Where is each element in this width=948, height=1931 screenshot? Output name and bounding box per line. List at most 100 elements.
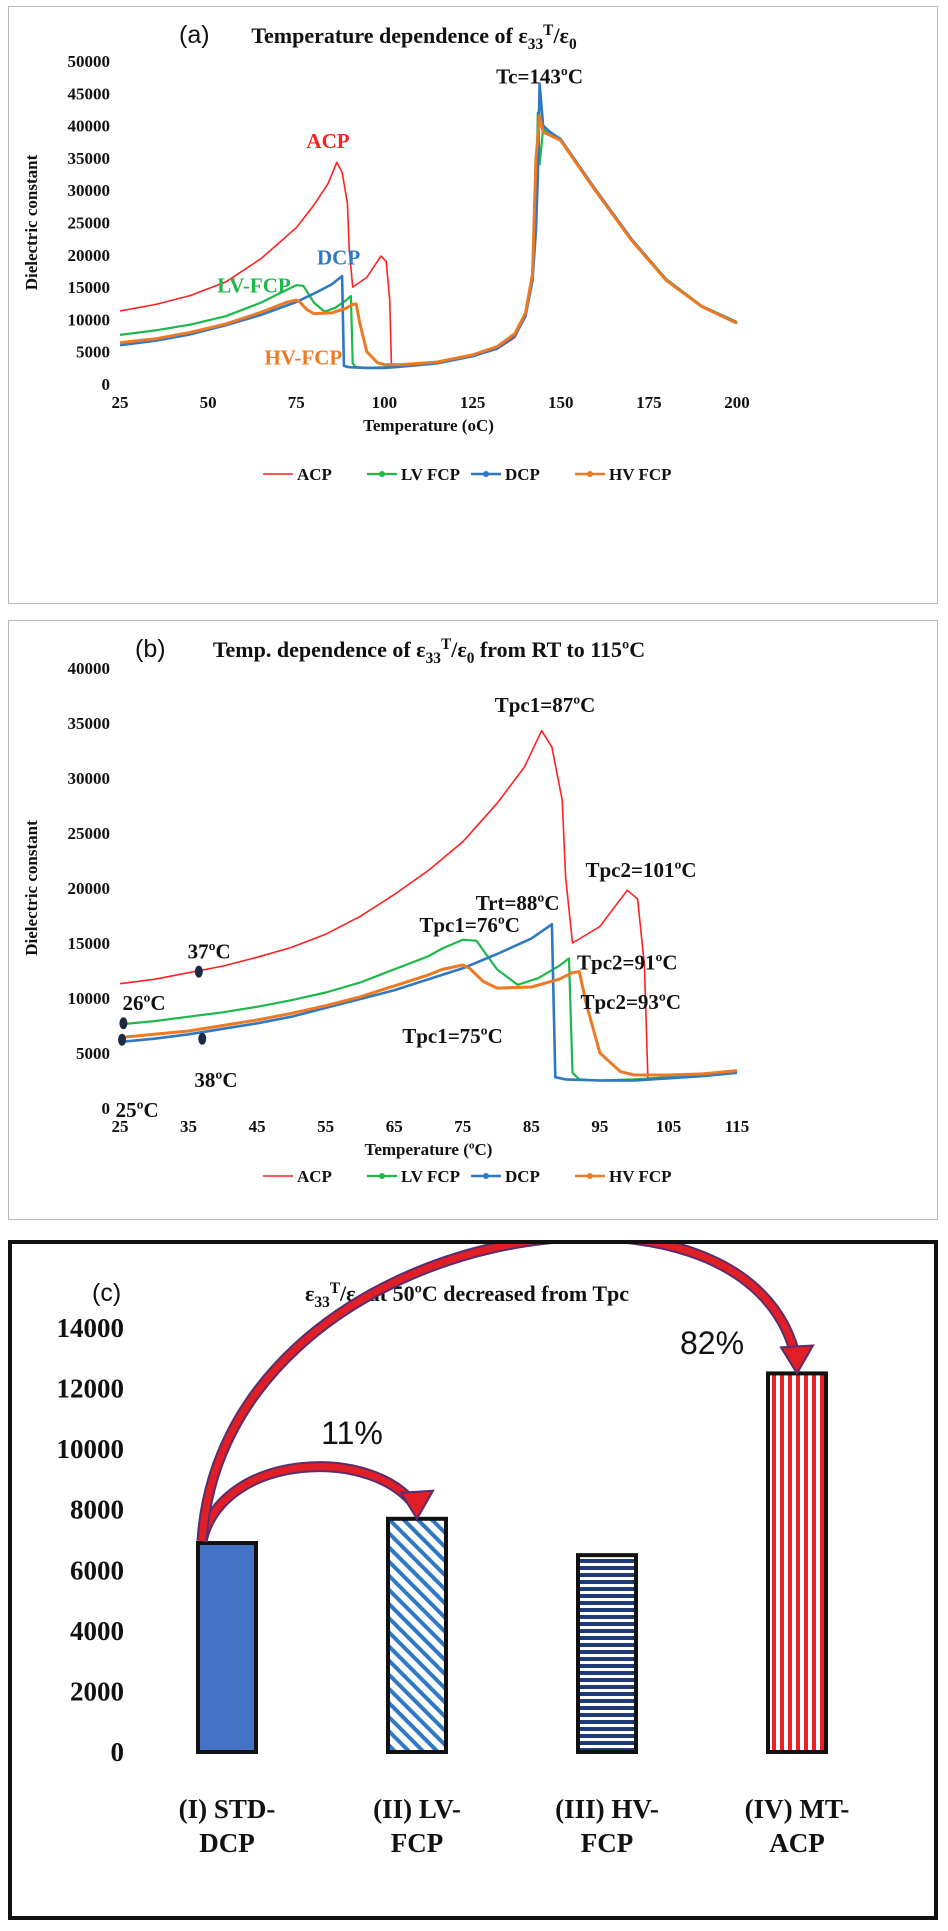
y-tick-label: 25000: [68, 824, 111, 843]
series-line-dcp: [119, 82, 738, 370]
legend-dot: [379, 1173, 385, 1179]
y-tick-label: 35000: [68, 714, 111, 733]
x-tick-label: 65: [386, 1117, 403, 1136]
annotation-25-c: 25ºC: [116, 1098, 159, 1122]
annotation-tpc2-101-c: Tpc2=101ºC: [585, 858, 696, 882]
legend-dot: [483, 471, 489, 477]
legend-item-hv-fcp: HV FCP: [575, 1167, 672, 1186]
legend-label: LV FCP: [401, 1167, 460, 1186]
annotation-tpc2-91-c: Tpc2=91ºC: [577, 950, 678, 974]
legend-label: HV FCP: [609, 1167, 672, 1186]
legend-item-lv-fcp: LV FCP: [367, 465, 460, 484]
chart-title: Temp. dependence of ε33T/ε0 from RT to 1…: [213, 636, 645, 667]
x-tick-label: 115: [725, 1117, 750, 1136]
panel-label: (a): [179, 21, 210, 49]
percent-label: 82%: [680, 1325, 744, 1361]
annotation-tpc1-76-c: Tpc1=76ºC: [419, 913, 520, 937]
legend-item-hv-fcp: HV FCP: [575, 465, 672, 484]
y-tick-label: 0: [102, 1099, 111, 1118]
y-tick-label: 14000: [57, 1313, 125, 1343]
series-line-hv-fcp: [119, 114, 738, 367]
bar-iii-hv-fcp: [576, 1553, 638, 1754]
x-tick-label: 100: [372, 393, 398, 412]
annotation-dcp: DCP: [317, 245, 360, 269]
legend-item-lv-fcp: LV FCP: [367, 1167, 460, 1186]
x-tick-label: 175: [636, 393, 662, 412]
annotation-lv-fcp: LV-FCP: [217, 273, 291, 297]
annotation-26-c: 26ºC: [122, 991, 165, 1015]
legend-dot: [587, 471, 593, 477]
arrow-annotation-82: [196, 1244, 815, 1542]
arrow-shaft: [198, 1463, 420, 1542]
x-tick-label: 85: [523, 1117, 540, 1136]
y-tick-label: 12000: [57, 1374, 125, 1404]
y-axis-label: Dielectric constant: [22, 820, 41, 956]
x-axis-label: Temperature (ºC): [365, 1140, 493, 1159]
legend-item-acp: ACP: [263, 1167, 332, 1186]
annotation-hv-fcp: HV-FCP: [264, 346, 342, 370]
panel-label: (c): [92, 1279, 121, 1307]
legend-dot: [587, 1173, 593, 1179]
y-tick-label: 6000: [70, 1555, 124, 1585]
category-label: (III) HV-: [555, 1794, 659, 1824]
point-marker: [198, 1032, 207, 1045]
bar-i-std-dcp: [196, 1541, 258, 1754]
y-tick-label: 0: [102, 375, 111, 394]
annotation-38-c: 38ºC: [194, 1068, 237, 1092]
legend-item-dcp: DCP: [471, 1167, 540, 1186]
y-tick-label: 10000: [68, 310, 111, 329]
y-tick-label: 0: [111, 1737, 125, 1767]
arrow-shaft: [198, 1244, 801, 1542]
x-tick-label: 150: [548, 393, 574, 412]
x-tick-label: 55: [317, 1117, 334, 1136]
y-tick-label: 35000: [68, 149, 111, 168]
category-label: DCP: [199, 1828, 255, 1858]
category-label: FCP: [581, 1828, 633, 1858]
category-label: (IV) MT-: [745, 1794, 850, 1824]
legend-item-acp: ACP: [263, 465, 332, 484]
y-tick-label: 8000: [70, 1495, 124, 1525]
x-tick-label: 45: [249, 1117, 266, 1136]
point-marker: [194, 965, 203, 978]
y-tick-label: 25000: [68, 214, 111, 233]
bar-iv-mt-acp: [766, 1371, 828, 1755]
y-tick-label: 40000: [68, 659, 111, 678]
category-label: (II) LV-: [373, 1794, 461, 1824]
category-label: ACP: [769, 1828, 825, 1858]
legend-label: HV FCP: [609, 465, 672, 484]
y-tick-label: 5000: [76, 343, 110, 362]
legend-dot: [379, 471, 385, 477]
chart-panel-c: (c) ε33T/ε0 at 50ºC decreased from Tpc 0 20…: [8, 1240, 938, 1920]
y-tick-label: 20000: [68, 879, 111, 898]
y-tick-label: 50000: [68, 52, 111, 71]
series-line-acp: [119, 121, 738, 368]
category-label: (I) STD-: [179, 1794, 276, 1824]
chart-a: (a) Temperature dependence of ε33T/ε0 0 500…: [22, 21, 750, 484]
y-tick-label: 30000: [68, 769, 111, 788]
annotation-trt-88-c: Trt=88ºC: [476, 891, 560, 915]
series-line-dcp: [119, 922, 738, 1082]
point-marker: [118, 1033, 127, 1046]
arrow-head: [779, 1344, 815, 1376]
chart-title: Temperature dependence of ε33T/ε0: [251, 22, 577, 53]
series-line-acp: [119, 729, 738, 1080]
y-tick-label: 4000: [70, 1616, 124, 1646]
x-tick-label: 25: [112, 1117, 129, 1136]
annotation-acp: ACP: [306, 129, 349, 153]
y-tick-label: 10000: [68, 989, 111, 1008]
legend-dot: [483, 1173, 489, 1179]
arrow-annotation-11: [196, 1461, 435, 1543]
y-axis-label: Dielectric constant: [22, 154, 41, 290]
annotation-tc-143-c: Tc=143ºC: [496, 65, 583, 89]
chart-title: ε33T/ε0 at 50ºC decreased from Tpc: [305, 1280, 629, 1311]
y-tick-label: 2000: [70, 1676, 124, 1706]
x-tick-label: 95: [591, 1117, 608, 1136]
y-tick-label: 20000: [68, 246, 111, 265]
legend-label: DCP: [505, 465, 540, 484]
x-tick-label: 105: [656, 1117, 682, 1136]
arrow-head: [399, 1489, 435, 1521]
legend-label: ACP: [297, 465, 332, 484]
x-tick-label: 200: [724, 393, 750, 412]
y-tick-label: 10000: [57, 1434, 125, 1464]
x-tick-label: 125: [460, 393, 486, 412]
